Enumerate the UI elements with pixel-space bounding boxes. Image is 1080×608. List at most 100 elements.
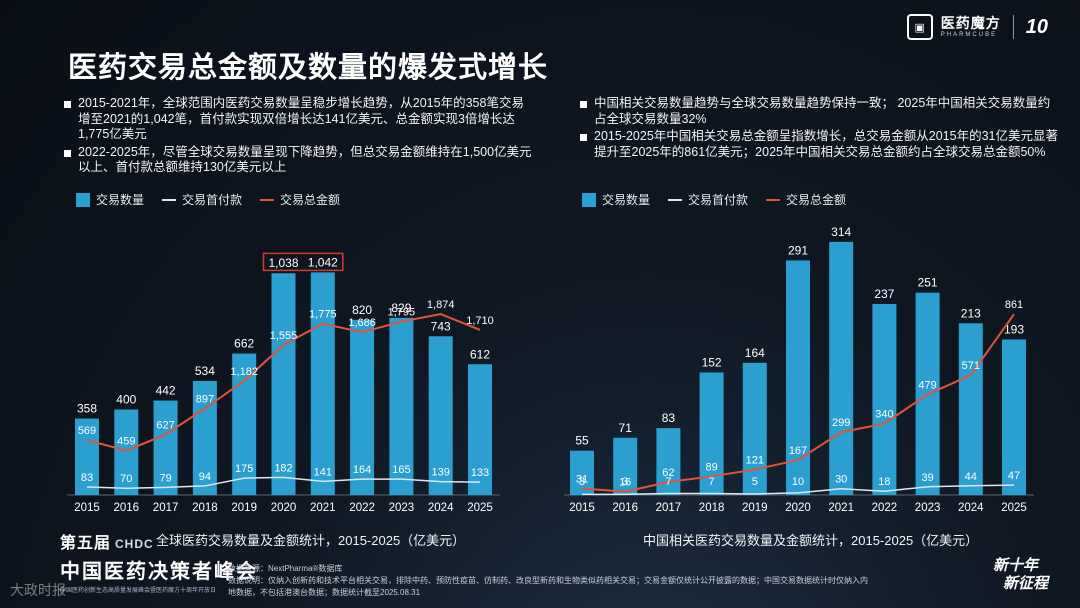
upfront-value-label: 44 [965,471,977,483]
bar [75,418,99,495]
bar-value-label: 442 [156,384,176,398]
x-tick-label: 2017 [656,502,682,514]
data-notes: 数据来源：NextPharma®数据库 数据说明：仅纳入创新药和技术平台相关交易… [228,563,988,599]
summit-name: 中国医药决策者峰会 [60,561,258,583]
total-value-label: 31 [576,473,588,485]
page-title: 医药交易总金额及数量的爆发式增长 [68,52,549,84]
chart-china: 55 2015 71 2016 83 2017 152 2018 164 2019 291 2020 3… [564,225,1034,514]
bar [192,380,217,495]
total-value-label: 1,874 [427,299,455,311]
bar-value-label: 193 [1004,322,1024,336]
bar-value-label: 237 [874,287,894,301]
bar-value-label: 534 [195,364,215,378]
x-tick-label: 2023 [915,502,941,514]
total-value-label: 1,795 [388,307,416,319]
series-line-upfront [86,476,481,489]
x-tick-label: 2021 [310,502,336,514]
data-note: 数据说明：仅纳入创新药和技术平台相关交易，排除中药、预防性疫苗、仿制药、改良型新… [228,576,868,585]
x-tick-label: 2015 [74,502,100,514]
bullet-item: 2015-2025年中国相关交易总金额呈指数增长，总交易金额从2015年的31亿… [578,129,1058,160]
bar-value-label: 612 [470,347,490,361]
upfront-value-label: 47 [1008,470,1020,482]
edition-badge: CHDC [115,537,154,551]
bar [742,362,767,495]
bar [468,364,492,495]
bar-value-label: 1,042 [308,255,338,269]
line-swatch-icon [766,198,781,201]
x-tick-label: 2025 [1001,502,1027,514]
legend-count-label: 交易数量 [96,193,145,207]
bar [570,450,594,495]
brand-name: 医药魔方 [940,15,1001,31]
bar-value-label: 743 [431,319,451,333]
total-value-label: 1,710 [466,315,494,327]
series-line-total [86,313,481,452]
brand-logo: ▣ 医药魔方 PHARMCUBE 10 [906,14,1048,40]
bar-value-label: 83 [662,411,676,425]
upfront-value-label: 70 [120,473,132,485]
line-swatch-icon [162,198,177,201]
channel-name: 大政时报 [10,582,66,598]
series-line-upfront [582,484,1015,496]
series-line-total [581,313,1015,493]
legend-total: 交易总金额 [766,191,846,208]
chart-global: 358 2015 400 2016 442 2017 534 2018 662 2019 1,038… [67,252,500,514]
total-value-label: 121 [746,455,764,467]
x-tick-label: 2016 [612,502,638,514]
x-tick-label: 2023 [389,502,415,514]
total-value-label: 1,686 [348,317,376,329]
total-value-label: 16 [619,477,631,489]
legend-upfront: 交易首付款 [668,191,748,208]
legend-upfront: 交易首付款 [162,191,242,208]
bar-value-label: 314 [831,225,851,239]
upfront-value-label: 94 [199,471,211,483]
upfront-value-label: 182 [274,462,292,474]
bar-swatch-icon [582,192,596,207]
x-tick-label: 2022 [349,502,375,514]
bar-value-label: 251 [918,276,938,290]
bar [271,273,296,495]
total-value-label: 1,775 [309,309,337,321]
x-tick-label: 2022 [872,502,898,514]
total-value-label: 861 [1005,299,1023,311]
x-tick-label: 2018 [699,502,725,514]
chart-title-global: 全球医药交易数量及金额统计，2015-2025（亿美元） [156,533,466,548]
legend-total-label: 交易总金额 [786,193,847,207]
slogan-line: 新十年 [992,556,1038,574]
upfront-value-label: 3 [622,476,628,488]
bar-value-label: 291 [788,243,808,257]
line-swatch-icon [668,198,683,201]
channel-watermark: 大政时报 [10,580,66,600]
bullet-item: 2015-2021年，全球范围内医药交易数量呈稳步增长趋势，从2015年的358… [62,96,532,143]
bar-value-label: 1,038 [268,256,298,270]
x-tick-label: 2025 [467,502,493,514]
bar-value-label: 152 [702,355,722,369]
legend-total-label: 交易总金额 [280,193,341,207]
upfront-value-label: 10 [792,476,804,488]
x-tick-label: 2021 [828,502,854,514]
x-tick-label: 2024 [958,502,984,514]
upfront-value-label: 141 [314,466,332,478]
upfront-value-label: 139 [432,467,450,479]
upfront-value-label: 7 [665,476,671,488]
bar [114,409,139,495]
x-tick-label: 2024 [428,502,454,514]
bar-value-label: 213 [961,306,981,320]
total-value-label: 897 [196,393,214,405]
bar [613,437,638,495]
bar-value-label: 820 [352,303,372,317]
upfront-value-label: 83 [81,472,93,484]
upfront-value-label: 79 [159,472,171,484]
bar-value-label: 662 [234,337,254,351]
x-tick-label: 2018 [192,502,218,514]
x-tick-label: 2019 [231,502,257,514]
bar [232,353,257,495]
bar-value-label: 71 [619,421,633,435]
data-source: 数据来源：NextPharma®数据库 [228,564,343,573]
x-tick-label: 2017 [153,502,179,514]
legend-china: 交易数量 交易首付款 交易总金额 [582,191,846,208]
data-note: 地数据，不包括港澳台数据；数据统计截至2025.08.31 [228,588,421,597]
upfront-value-label: 39 [921,472,933,484]
logo-divider [1012,15,1014,39]
bar [428,336,453,495]
